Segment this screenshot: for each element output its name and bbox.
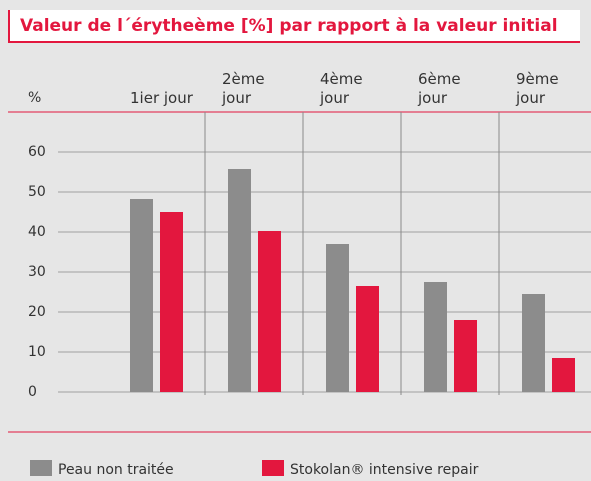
y-tick-label: 40 — [28, 224, 46, 240]
y-tick-label: 50 — [28, 184, 46, 200]
bar — [160, 212, 183, 392]
bar — [326, 244, 349, 392]
chart-title: Valeur de l´érytheème [%] par rapport à … — [20, 16, 558, 36]
title-box: Valeur de l´érytheème [%] par rapport à … — [8, 10, 580, 43]
legend-label: Peau non traitée — [58, 462, 174, 478]
x-tick-label: 9ème jour — [516, 70, 559, 107]
y-axis-label: % — [28, 90, 41, 106]
bar — [130, 199, 153, 392]
x-tick-label: 2ème jour — [222, 70, 265, 107]
x-tick-label: 6ème jour — [418, 70, 461, 107]
bar — [356, 286, 379, 392]
x-tick-label: 1ier jour — [130, 89, 193, 107]
bar — [228, 169, 251, 392]
x-tick-label: 4ème jour — [320, 70, 363, 107]
bar — [424, 282, 447, 392]
bar — [258, 231, 281, 392]
legend-label: Stokolan® intensive repair — [290, 462, 479, 478]
y-tick-label: 30 — [28, 264, 46, 280]
bar — [552, 358, 575, 392]
bar — [454, 320, 477, 392]
bar — [522, 294, 545, 392]
legend-swatch — [30, 460, 52, 476]
y-tick-label: 0 — [28, 384, 37, 400]
y-tick-label: 60 — [28, 144, 46, 160]
y-tick-label: 10 — [28, 344, 46, 360]
legend-swatch — [262, 460, 284, 476]
y-tick-label: 20 — [28, 304, 46, 320]
